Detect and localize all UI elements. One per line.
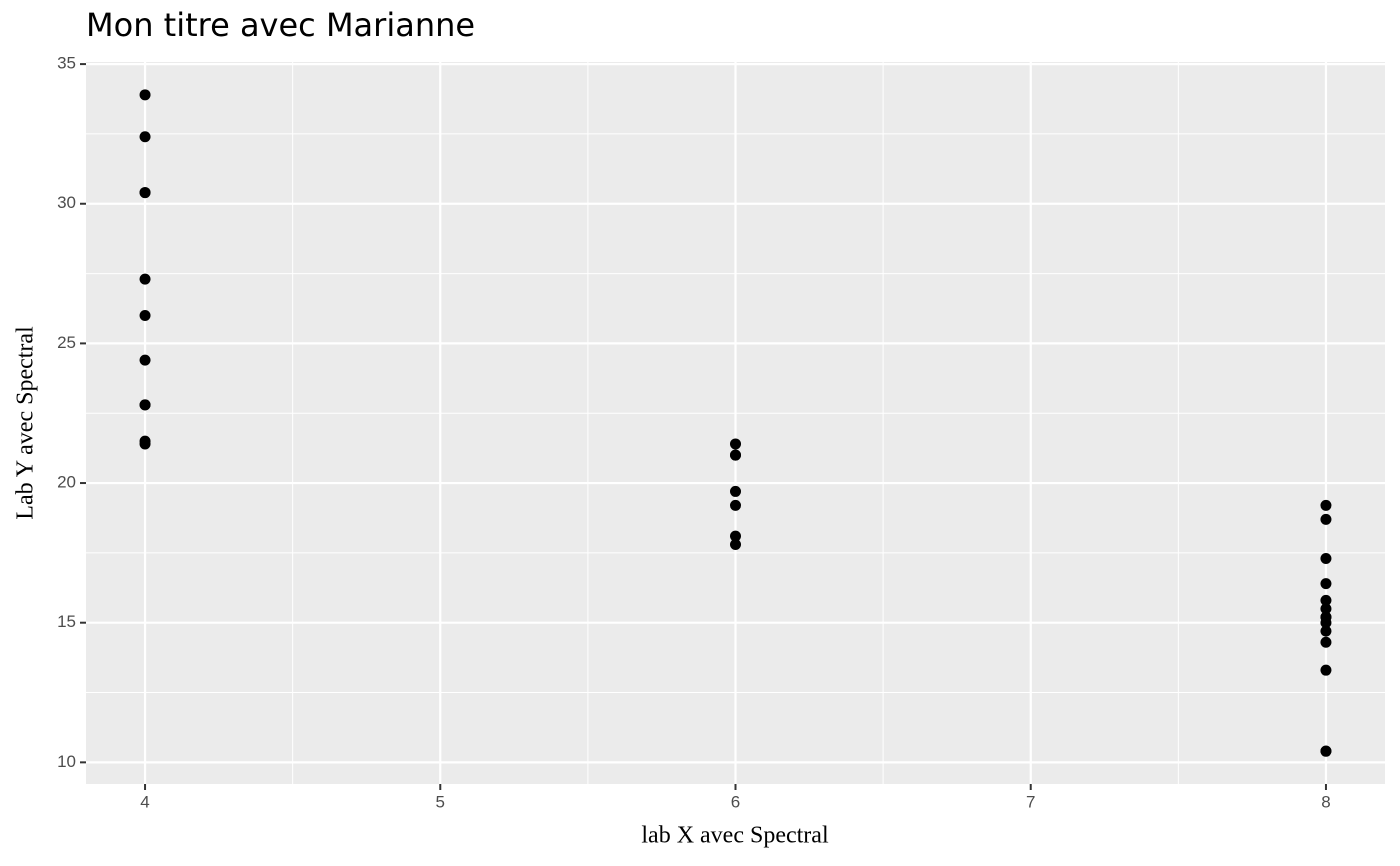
point [730, 438, 741, 450]
y-tick-label: 10 [57, 752, 76, 771]
x-tick-label: 7 [1026, 792, 1035, 811]
point [1320, 594, 1332, 606]
point [139, 309, 151, 321]
points [139, 89, 1332, 757]
x-tick-label: 5 [436, 792, 445, 811]
point [139, 89, 151, 101]
point [139, 354, 151, 366]
y-tick-label: 15 [57, 612, 76, 631]
y-tick-label: 20 [57, 473, 76, 492]
point [730, 530, 741, 542]
point [730, 449, 741, 461]
point [139, 131, 151, 143]
point [730, 485, 741, 497]
point [1320, 552, 1332, 564]
y-tick-label: 30 [57, 193, 76, 212]
x-tick-label: 6 [731, 792, 740, 811]
point [1320, 617, 1332, 629]
y-tick-label: 25 [57, 333, 76, 352]
point [1320, 664, 1332, 676]
point [1320, 603, 1332, 615]
point [1320, 625, 1332, 637]
x-axis-title: lab X avec Spectral [641, 823, 829, 849]
point [1320, 745, 1332, 757]
grid [86, 62, 1385, 784]
point [1320, 636, 1332, 648]
point [1320, 578, 1332, 590]
point [1320, 513, 1332, 525]
y-axis-title: Lab Y avec Spectral [13, 326, 39, 520]
x-tick-label: 4 [140, 792, 149, 811]
point [730, 499, 741, 511]
point [139, 273, 151, 285]
point [1320, 499, 1332, 511]
x-tick-label: 8 [1321, 792, 1330, 811]
y-tick-label: 35 [57, 54, 76, 73]
point [139, 187, 151, 199]
point [139, 438, 151, 450]
point [730, 538, 741, 550]
chart-title: Mon titre avec Marianne [86, 6, 475, 44]
point [139, 399, 151, 411]
